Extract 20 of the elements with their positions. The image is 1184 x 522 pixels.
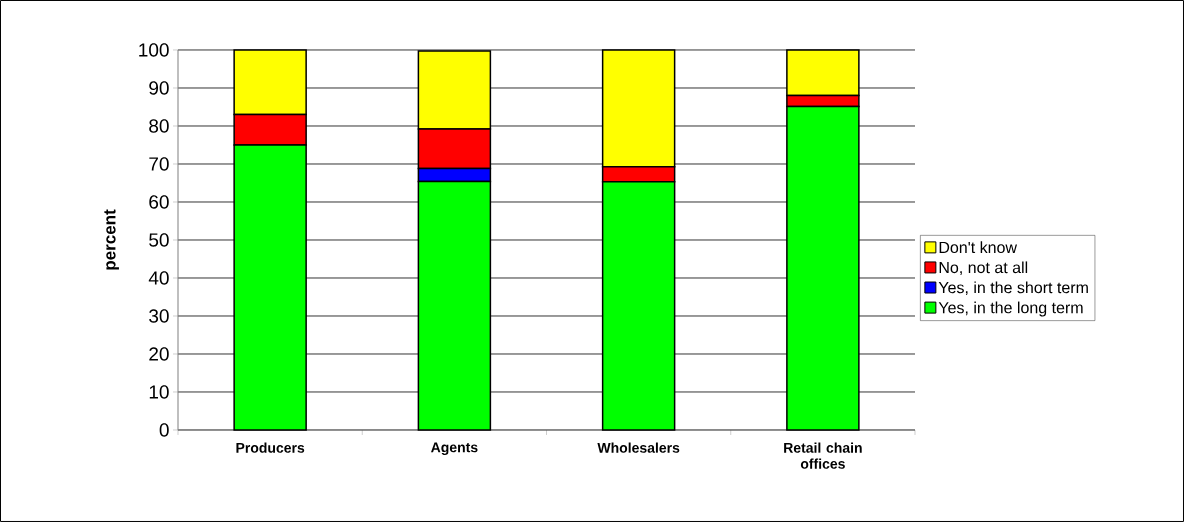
y-tick-label: 40 [148, 271, 169, 285]
legend-label: No, not at all [939, 261, 1028, 276]
y-tick-label: 0 [159, 423, 169, 437]
y-tick-label: 50 [149, 233, 169, 247]
y-tick-label: 60 [149, 195, 169, 209]
x-tick-label: Producers [236, 442, 305, 453]
y-tick-label: 100 [139, 43, 169, 57]
y-tick-label: 10 [149, 385, 169, 399]
x-tick-label: Retail chain offices [784, 442, 862, 469]
y-tick-label: 20 [149, 347, 169, 361]
legend-label: Don't know [939, 241, 1018, 254]
y-tick-label: 30 [149, 309, 169, 323]
x-tick-label: Wholesalers [597, 442, 680, 453]
y-tick-label: 70 [149, 157, 169, 171]
legend-label: Yes, in the short term [938, 281, 1088, 296]
legend-label: Yes, in the long term [938, 301, 1083, 317]
x-tick-label: Agents [431, 442, 478, 456]
y-tick-label: 90 [149, 81, 169, 95]
y-axis-title: percent [104, 209, 119, 270]
y-tick-label: 80 [149, 119, 169, 133]
